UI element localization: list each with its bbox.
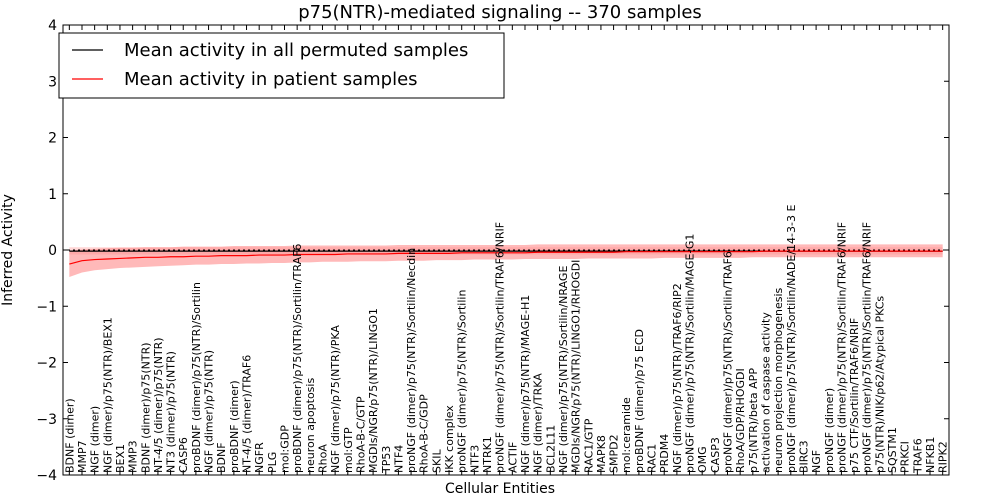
category-label: p75 CTF/Sortilin/TRAF6/NRIF (848, 318, 861, 473)
category-label: neuron apoptosis (304, 378, 317, 473)
category-label: mol:ceramide (620, 397, 633, 473)
category-label: CASP3 (709, 437, 722, 473)
category-label: BIRC3 (797, 440, 810, 473)
y-tick-label: −1 (36, 299, 57, 315)
category-label: neuron projection morphogenesis (772, 287, 785, 473)
category-label: p75(NTR)/beta APP (747, 368, 760, 473)
category-label: BEX1 (114, 444, 127, 473)
category-label: CASP6 (177, 437, 190, 473)
chart-title: p75(NTR)-mediated signaling -- 370 sampl… (298, 2, 702, 23)
category-label: MGDIs/NGR/p75(NTR)/LINGO1 (367, 308, 380, 473)
category-label: proNGF (dimer)/p75(NTR)/Sortilin/Necdin (405, 248, 418, 473)
category-label: NTF3 (468, 445, 481, 473)
category-label: NGF (dimer)/p75(NTR)/Sortilin/NRAGE (557, 266, 570, 473)
legend-label-patient: Mean activity in patient samples (124, 69, 418, 90)
y-tick-label: 0 (48, 243, 57, 259)
category-label: RAC1 (646, 444, 659, 473)
category-label: RhoA (316, 444, 329, 473)
y-axis-ticks: −4 −3 −2 −1 0 1 2 3 4 (36, 18, 949, 484)
category-label: proNGF (dimer)/p75(NTR)/Sortilin/NADE/14… (785, 205, 798, 473)
category-label: proBDNF (dimer)/p75 ECD (633, 329, 646, 473)
y-tick-label: −4 (36, 468, 57, 484)
category-label: NGF (dimer)/p75(NTR)/MAGE-H1 (519, 295, 532, 473)
category-label: MGDIs/NGR/p75(NTR)/LINGO1/RHOGDI (570, 260, 583, 473)
category-label: NTF4 (392, 445, 405, 473)
category-labels: BDNF (dimer) MMP7 NGF (dimer) NGF (dimer)/p… (63, 205, 949, 474)
category-label: NGFR (253, 442, 266, 473)
category-label: MMP7 (76, 440, 89, 473)
y-tick-label: 4 (48, 18, 57, 34)
category-label: TP53 (380, 446, 393, 474)
category-label: BDNF (dimer)/p75(NTR) (139, 342, 152, 473)
category-label: NTRK1 (481, 436, 494, 473)
category-label: mol:GDP (279, 425, 292, 473)
category-label: NFKB1 (924, 437, 937, 473)
series-lines (69, 250, 943, 265)
category-label: proNGF (dimer)/p75(NTR)/Sortilin (456, 290, 469, 473)
category-label: RhoA/GDP/RHOGDI (734, 368, 747, 473)
category-label: proNGF (dimer)/p75(NTR)/Sortilin/TRAF6/N… (494, 222, 507, 473)
category-label: SKIL (430, 449, 443, 473)
category-label: proNGF (dimer)/p75(NTR)/Sortilin/TRAF6/N… (835, 222, 848, 473)
category-label: SMPD2 (608, 434, 621, 473)
legend-label-permuted: Mean activity in all permuted samples (124, 40, 468, 61)
category-label: RhoA-B-C/GTP (354, 396, 367, 473)
category-label: proNGF (dimer)/p75(NTR)/Sortilin/TRAF6 (722, 251, 735, 473)
category-label: NT-4/5 (dimer)/TRAF6 (241, 355, 254, 473)
category-label: PRDM4 (658, 434, 671, 473)
category-label: BDNF (215, 442, 228, 473)
category-label: MAPK8 (595, 435, 608, 473)
category-label: BCL2L11 (544, 425, 557, 473)
patient-mean-line (69, 250, 943, 265)
y-tick-label: 2 (48, 131, 57, 147)
category-label: PLG (266, 452, 279, 473)
category-label: ACTIF (506, 442, 519, 473)
x-axis-ticks (68, 25, 944, 475)
legend: Mean activity in all permuted samples Me… (58, 32, 505, 99)
category-label: SQSTM1 (886, 427, 899, 473)
category-label: proNGF (dimer)/p75(NTR)/Sortilin/TRAF6/N… (861, 222, 874, 473)
category-label: p75(NTR)/NIK/p62/Atypical PKCs (873, 296, 886, 473)
category-label: proBDNF (dimer)/p75(NTR)/Sortilin (190, 282, 203, 473)
y-tick-label: 1 (48, 187, 57, 203)
y-tick-label: 3 (48, 74, 57, 90)
category-label: OMG (696, 446, 709, 473)
category-label: NT3 (dimer)/p75(NTR) (165, 351, 178, 473)
category-label: NGF (dimer)/p75(NTR)/TRAF6/RIP2 (671, 283, 684, 473)
y-tick-label: −2 (36, 356, 57, 372)
patient-band (69, 244, 943, 277)
legend-box (58, 32, 505, 99)
category-label: NGF (dimer)/p75(NTR) (203, 350, 216, 473)
category-label: NGF (dimer)/TRKA (532, 373, 545, 473)
category-label: BDNF (dimer) (63, 398, 76, 473)
category-label: NGF (dimer)/p75(NTR)/PKA (329, 325, 342, 473)
category-label: MMP3 (127, 440, 140, 473)
y-axis-label: Inferred Activity (0, 194, 16, 306)
category-label: NGF (dimer) (89, 406, 102, 473)
category-label: PRKCI (899, 441, 912, 473)
category-label: proBDNF (dimer) (228, 380, 241, 473)
category-label: proBDNF (dimer)/p75(NTR)/Sortilin/TRAF6 (291, 244, 304, 473)
category-label: NGF (810, 450, 823, 473)
category-label: activation of caspase activity (759, 312, 772, 473)
category-label: proNGF (dimer) (823, 388, 836, 473)
category-label: RIPK2 (937, 441, 950, 473)
category-label: IKK complex (443, 405, 456, 473)
category-label: RhoA-B-C/GDP (418, 394, 431, 473)
x-axis-label: Cellular Entities (445, 481, 555, 497)
category-label: TRAF6 (911, 438, 924, 474)
category-label: NT-4/5 (dimer)/p75(NTR) (152, 337, 165, 473)
category-label: NGF (dimer)/p75(NTR)/BEX1 (101, 317, 114, 473)
category-label: RAC1/GTP (582, 418, 595, 473)
category-label: mol:GTP (342, 427, 355, 473)
y-tick-label: −3 (36, 412, 57, 428)
category-label: proNGF (dimer)/p75(NTR)/Sortilin/MAGE-G1 (684, 234, 697, 473)
